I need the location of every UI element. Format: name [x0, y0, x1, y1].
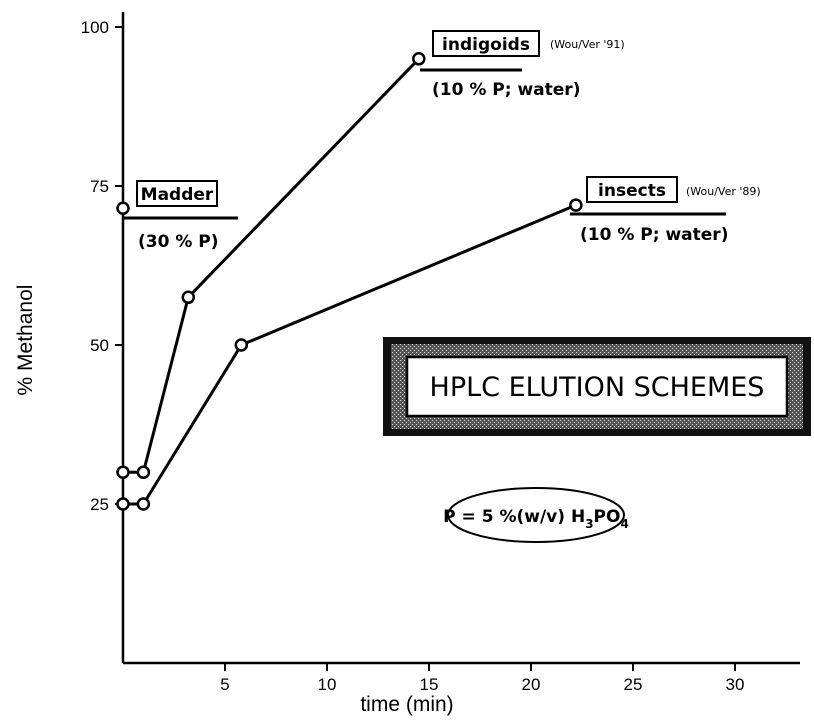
indigoids-data-point	[136, 465, 151, 479]
madder-data-point	[116, 201, 130, 216]
banner: HPLC ELUTION SCHEMES	[383, 337, 811, 436]
formula: P = 5 %(w/v) H3PO4	[443, 487, 629, 543]
indigoids-sub: (10 % P; water)	[432, 80, 580, 100]
y-tick-label: 75	[90, 177, 109, 196]
indigoids-data-point	[412, 52, 426, 66]
insects-data-point	[234, 338, 249, 352]
x-axis-title: time (min)	[360, 693, 453, 716]
madder-label-box	[136, 180, 218, 207]
y-tick-label: 50	[90, 336, 109, 355]
x-ticks: 5 10 15 20 25 30	[220, 663, 744, 694]
insects-series-line	[123, 203, 577, 506]
formula-text: P = 5 %(w/v) H3PO4	[443, 507, 629, 531]
insects-data-point	[136, 497, 151, 511]
y-tick-label: 25	[90, 495, 109, 514]
x-tick-label: 5	[220, 675, 229, 694]
indigoids-data-point	[181, 290, 196, 305]
insects-sub: (10 % P; water)	[580, 225, 728, 245]
y-tick-label: 100	[81, 18, 109, 37]
x-tick-label: 30	[726, 675, 745, 694]
indigoids-label-box	[432, 30, 540, 57]
madder-label: Madder	[141, 185, 214, 205]
banner-title: HPLC ELUTION SCHEMES	[430, 372, 765, 403]
insects-data-point	[116, 497, 130, 511]
indigoids-data-point	[116, 465, 130, 479]
y-ticks: 25 50 75 100	[81, 18, 123, 514]
indigoids-label: indigoids	[442, 35, 530, 55]
insects-label-box	[586, 176, 678, 203]
x-tick-label: 25	[624, 675, 643, 694]
indigoids-ref: (Wou/Ver '91)	[550, 38, 625, 51]
insects-ref: (Wou/Ver '89)	[686, 185, 761, 198]
y-axis-title: % Methanol	[14, 285, 37, 396]
x-tick-label: 20	[522, 675, 541, 694]
madder-sub: (30 % P)	[138, 232, 219, 252]
indigoids-series-line	[123, 57, 420, 474]
insects-data-point	[569, 198, 583, 212]
x-tick-label: 15	[420, 675, 439, 694]
insects-label: insects	[598, 181, 666, 201]
series-layer	[116, 52, 583, 511]
x-tick-label: 10	[318, 675, 337, 694]
